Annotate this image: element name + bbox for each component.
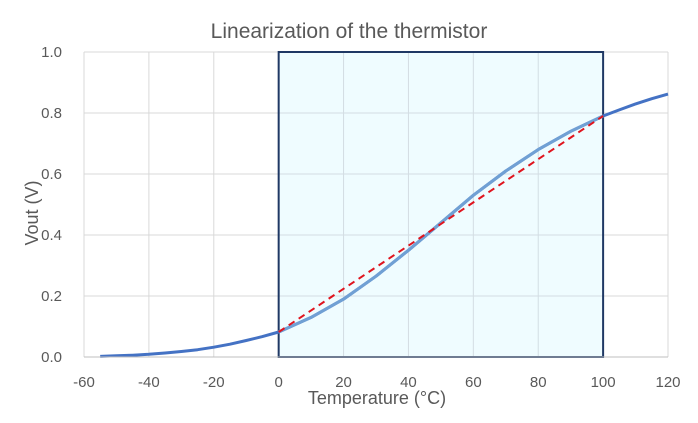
- x-tick-label: 100: [591, 374, 616, 391]
- chart-title: Linearization of the thermistor: [211, 20, 488, 43]
- x-tick-label: -40: [138, 374, 160, 391]
- y-tick-label: 1.0: [41, 44, 62, 61]
- y-tick-label: 0.6: [41, 166, 62, 183]
- x-tick-label: 120: [655, 374, 680, 391]
- x-tick-label: 60: [465, 374, 482, 391]
- series-line-linear: [278, 115, 604, 333]
- highlight-fill: [278, 52, 604, 357]
- y-axis-label: Vout (V): [22, 180, 42, 245]
- y-tick-label: 0.2: [41, 288, 62, 305]
- y-tick-label: 0.8: [41, 105, 62, 122]
- y-tick-label: 0.0: [41, 349, 62, 366]
- axes: -60 -40 -20 0 20 40 60 80 100 120 0.0 0.2 0.4 0.6 0.8 1…: [41, 44, 680, 391]
- series-group: [100, 92, 669, 358]
- y-tick-label: 0.4: [41, 227, 62, 244]
- highlight-region: [277, 51, 605, 358]
- x-tick-label: -60: [73, 374, 95, 391]
- x-tick-label: 40: [400, 374, 417, 391]
- x-tick-label: 80: [530, 374, 547, 391]
- x-tick-label: 0: [274, 374, 282, 391]
- x-tick-label: -20: [203, 374, 225, 391]
- x-tick-label: 20: [335, 374, 352, 391]
- x-axis-label: Temperature (°C): [308, 388, 446, 408]
